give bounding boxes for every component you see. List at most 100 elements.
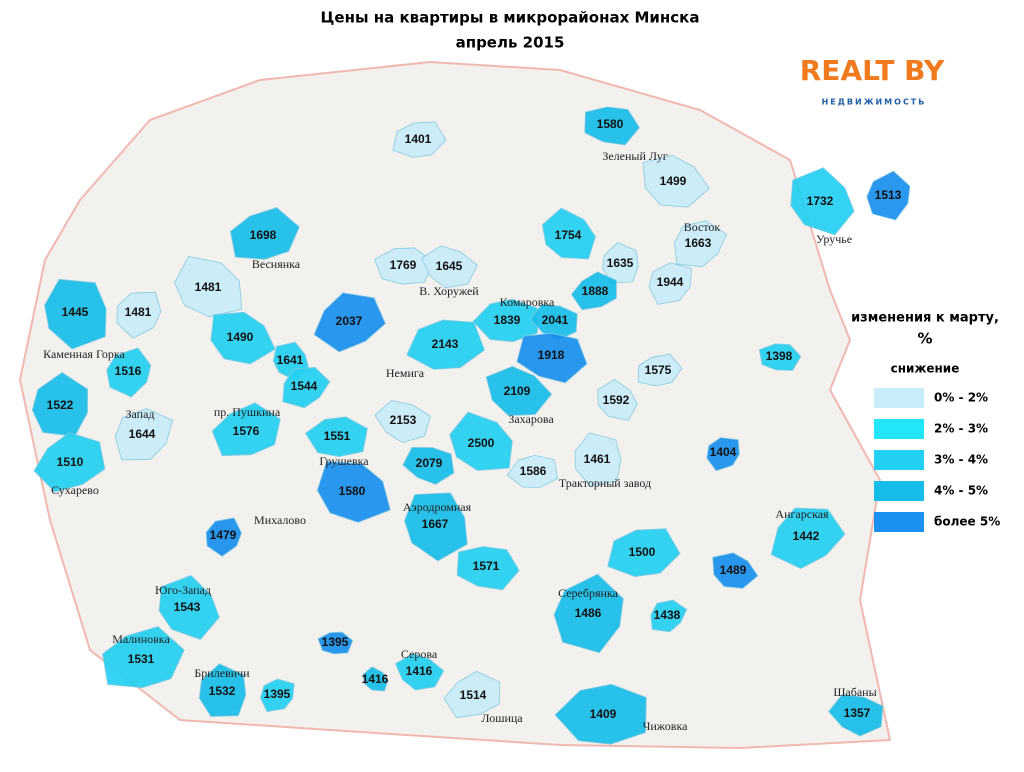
district-area	[317, 631, 354, 655]
district-name: Грушевка	[319, 454, 369, 468]
district-area	[706, 437, 740, 472]
district-price: 2041	[542, 313, 569, 327]
district-price: 1395	[264, 687, 291, 701]
district-price: 1944	[657, 275, 684, 289]
district-price: 1481	[195, 280, 222, 294]
district-area	[205, 517, 242, 557]
district-price: 1576	[233, 424, 260, 438]
district-area	[282, 366, 331, 409]
district-price: 1571	[473, 559, 500, 573]
district-area	[642, 154, 710, 208]
district-name: Веснянка	[252, 257, 301, 271]
district-area	[674, 220, 728, 268]
district-name: Запад	[125, 407, 154, 421]
district-area	[313, 292, 386, 353]
district-name: Серова	[401, 647, 438, 661]
district-price: 1404	[710, 445, 737, 459]
district-price: 1918	[538, 348, 565, 362]
district-area	[541, 207, 596, 260]
district-area	[44, 278, 107, 350]
district-price: 1486	[575, 606, 602, 620]
district-area	[304, 416, 368, 458]
district-area	[516, 332, 588, 384]
district-price: 1580	[339, 484, 366, 498]
district-area	[574, 432, 622, 487]
legend-label: 0% - 2%	[934, 391, 988, 405]
district-area	[374, 399, 431, 444]
district-area	[485, 365, 553, 417]
logo-brand: REALT BY	[800, 54, 945, 87]
district-price: 1442	[793, 529, 820, 543]
district-area	[210, 311, 276, 365]
district-price: 1644	[129, 427, 156, 441]
district-area	[211, 402, 281, 457]
district-price: 1635	[607, 256, 634, 270]
district-price: 1769	[390, 258, 417, 272]
district-area	[114, 408, 173, 461]
logo-tagline: НЕДВИЖИМОСТЬ	[822, 98, 927, 107]
district-area	[158, 575, 220, 640]
district-price: 1409	[590, 707, 617, 721]
legend-label: 3% - 4%	[934, 453, 988, 467]
district-price: 1522	[47, 398, 74, 412]
legend-title: изменения к марту,	[851, 311, 999, 326]
district-price: 1500	[629, 545, 656, 559]
district-name: Серебрянка	[558, 586, 618, 600]
district-price: 2037	[336, 314, 363, 328]
district-price: 1544	[291, 379, 318, 393]
district-name: пр. Пушкина	[214, 405, 281, 419]
district-name: Тракторный завод	[559, 476, 651, 490]
district-price: 1357	[844, 706, 871, 720]
district-price: 1514	[460, 688, 487, 702]
district-area	[554, 683, 647, 745]
district-price: 1641	[277, 353, 304, 367]
district-price: 1551	[324, 429, 351, 443]
district-price: 1398	[766, 349, 793, 363]
district-area	[362, 666, 389, 692]
legend-label: 2% - 3%	[934, 422, 988, 436]
district-area	[456, 546, 520, 591]
legend-subtitle: снижение	[891, 362, 960, 376]
district-area	[106, 347, 152, 398]
district-price: 1575	[645, 363, 672, 377]
district-price: 1461	[584, 452, 611, 466]
district-area	[529, 303, 578, 341]
district-area	[229, 207, 300, 260]
district-name: Каменная Горка	[43, 347, 125, 361]
district-area	[648, 262, 693, 305]
legend-swatch	[874, 512, 924, 532]
district-area	[449, 411, 513, 471]
district-area	[828, 694, 884, 737]
district-area	[770, 507, 846, 570]
district-price: 1499	[660, 174, 687, 188]
district-price: 1416	[406, 664, 433, 678]
district-area	[316, 461, 391, 523]
district-price: 1580	[597, 117, 624, 131]
district-price: 2109	[504, 384, 531, 398]
district-area	[394, 653, 445, 691]
district-price: 1445	[62, 305, 89, 319]
district-price: 1401	[405, 132, 432, 146]
district-area	[607, 528, 681, 578]
district-name: Уручье	[816, 232, 852, 246]
legend-swatch	[874, 388, 924, 408]
district-name: В. Хоружей	[419, 284, 479, 298]
district-price: 1416	[362, 672, 389, 686]
district-area	[198, 663, 247, 717]
district-area	[584, 106, 640, 146]
district-name: Брилевичи	[194, 666, 250, 680]
district-area	[790, 167, 855, 236]
legend-swatch	[874, 481, 924, 501]
district-price: 1481	[125, 305, 152, 319]
district-price: 1698	[250, 228, 277, 242]
legend-swatch	[874, 450, 924, 470]
district-price: 1586	[520, 464, 547, 478]
district-area	[650, 599, 688, 633]
district-name: Комаровка	[500, 295, 555, 309]
district-price: 1592	[603, 393, 630, 407]
district-name: Аэродромная	[403, 500, 472, 514]
district-price: 1663	[685, 236, 712, 250]
district-price: 1438	[654, 608, 681, 622]
legend-swatch	[874, 419, 924, 439]
